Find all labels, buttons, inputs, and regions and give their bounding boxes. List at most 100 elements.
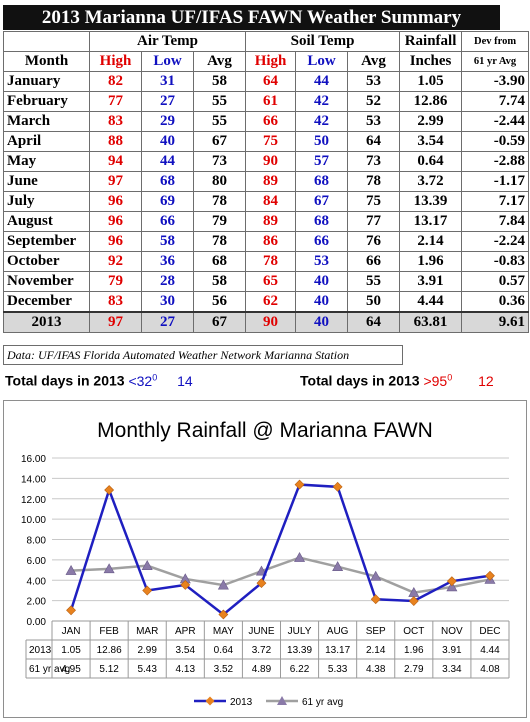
soil-avg-cell: 50 <box>347 291 401 313</box>
month-cell: June <box>3 171 90 192</box>
soil-avg-header: Avg <box>347 51 401 72</box>
table-row: June 97 68 80 89 68 78 3.72 -1.17 <box>3 171 530 192</box>
soil-high-cell: 64 <box>245 71 297 92</box>
dev-cell: 0.57 <box>461 271 530 292</box>
dev-cell: -3.90 <box>461 71 530 92</box>
x-category-label: OCT <box>403 626 424 637</box>
total-soil-low-cell: 40 <box>295 311 349 333</box>
rain-cell: 1.96 <box>399 251 463 272</box>
data-point-61yr-avg <box>141 560 153 570</box>
month-header: Month <box>3 51 90 72</box>
x-category-label: JULY <box>288 626 312 637</box>
month-cell: January <box>3 71 90 92</box>
x-category-label: NOV <box>441 626 463 637</box>
air-avg-cell: 80 <box>192 171 247 192</box>
data-point-61yr-avg <box>446 581 458 592</box>
y-tick-label: 12.00 <box>21 495 46 506</box>
x-category-label: AUG <box>327 626 349 637</box>
soil-high-cell: 62 <box>245 291 297 313</box>
data-table-value: 0.64 <box>214 645 234 656</box>
air-low-cell: 68 <box>141 171 194 192</box>
data-table-value: 5.43 <box>137 664 157 675</box>
series-line-61yr-avg <box>70 556 491 594</box>
soil-low-cell: 42 <box>295 91 349 112</box>
air-low-cell: 44 <box>141 151 194 172</box>
air-high-cell: 79 <box>89 271 142 292</box>
y-tick-label: 6.00 <box>27 556 47 567</box>
rainfall-header-bottom: Inches <box>399 51 463 72</box>
air-high-cell: 83 <box>89 111 142 132</box>
x-category-label: DEC <box>479 626 500 637</box>
table-row: May 94 44 73 90 57 73 0.64 -2.88 <box>3 151 530 172</box>
air-low-cell: 40 <box>141 131 194 152</box>
soil-high-cell: 86 <box>245 231 297 252</box>
days-above-threshold: >950 <box>423 372 453 389</box>
data-table-value: 4.89 <box>252 664 272 675</box>
air-low-cell: 36 <box>141 251 194 272</box>
air-high-cell: 97 <box>89 171 142 192</box>
rain-cell: 1.05 <box>399 71 463 92</box>
data-table-value: 5.33 <box>328 664 348 675</box>
data-point-2013 <box>294 479 305 490</box>
soil-avg-cell: 64 <box>347 131 401 152</box>
air-avg-cell: 67 <box>192 131 247 152</box>
air-low-cell: 28 <box>141 271 194 292</box>
total-soil-high-cell: 90 <box>245 311 297 333</box>
dev-cell: -2.44 <box>461 111 530 132</box>
air-high-cell: 88 <box>89 131 142 152</box>
soil-low-cell: 40 <box>295 291 349 313</box>
soil-low-cell: 57 <box>295 151 349 172</box>
rain-cell: 12.86 <box>399 91 463 112</box>
table-row: March 83 29 55 66 42 53 2.99 -2.44 <box>3 111 530 132</box>
table-row: February 77 27 55 61 42 52 12.86 7.74 <box>3 91 530 112</box>
dev-cell: 7.17 <box>461 191 530 212</box>
data-point-61yr-avg <box>103 563 115 574</box>
dev-cell: 7.84 <box>461 211 530 232</box>
summary-title: 2013 Marianna UF/IFAS FAWN Weather Summa… <box>3 5 500 30</box>
total-label-cell: 2013 <box>3 311 90 333</box>
air-avg-cell: 78 <box>192 231 247 252</box>
air-avg-cell: 78 <box>192 191 247 212</box>
soil-temp-header: Soil Temp <box>245 31 401 52</box>
air-high-cell: 83 <box>89 291 142 313</box>
month-cell: August <box>3 211 90 232</box>
air-avg-cell: 79 <box>192 211 247 232</box>
air-high-cell: 94 <box>89 151 142 172</box>
air-low-cell: 31 <box>141 71 194 92</box>
air-high-cell: 96 <box>89 211 142 232</box>
soil-low-cell: 50 <box>295 131 349 152</box>
air-high-cell: 96 <box>89 231 142 252</box>
air-avg-cell: 73 <box>192 151 247 172</box>
data-point-61yr-avg <box>370 570 382 581</box>
header-row-1: Air Temp Soil Temp Rainfall Dev from <box>3 31 530 52</box>
header-row-2: Month High Low Avg High Low Avg Inches 6… <box>3 51 530 72</box>
data-table-value: 12.86 <box>97 645 122 656</box>
total-air-high-cell: 97 <box>89 311 142 333</box>
soil-avg-cell: 53 <box>347 71 401 92</box>
month-cell: May <box>3 151 90 172</box>
total-air-avg-cell: 67 <box>192 311 247 333</box>
total-rain-cell: 63.81 <box>399 311 463 333</box>
soil-avg-cell: 77 <box>347 211 401 232</box>
chart-title: Monthly Rainfall @ Marianna FAWN <box>97 419 433 442</box>
dev-cell: -0.59 <box>461 131 530 152</box>
data-point-61yr-avg <box>332 561 344 572</box>
data-table-value: 4.95 <box>61 664 81 675</box>
month-cell: July <box>3 191 90 212</box>
x-category-label: JAN <box>62 626 81 637</box>
rain-cell: 2.99 <box>399 111 463 132</box>
dev-cell: 7.74 <box>461 91 530 112</box>
y-tick-label: 16.00 <box>21 454 46 465</box>
dev-cell: -1.17 <box>461 171 530 192</box>
rain-cell: 3.72 <box>399 171 463 192</box>
legend-marker-61yr-avg <box>277 696 287 705</box>
days-below-freezing: Total days in 2013 <320 14 <box>5 372 193 389</box>
data-table-value: 3.91 <box>442 645 462 656</box>
data-table-value: 3.52 <box>214 664 234 675</box>
total-row: 2013 97 27 67 90 40 64 63.81 9.61 <box>3 311 530 333</box>
weather-table: Air Temp Soil Temp Rainfall Dev from Mon… <box>3 31 530 333</box>
data-table-value: 4.38 <box>366 664 386 675</box>
air-low-cell: 27 <box>141 91 194 112</box>
data-table-series-name: 61 yr avg <box>29 664 70 675</box>
data-point-2013 <box>332 481 343 492</box>
